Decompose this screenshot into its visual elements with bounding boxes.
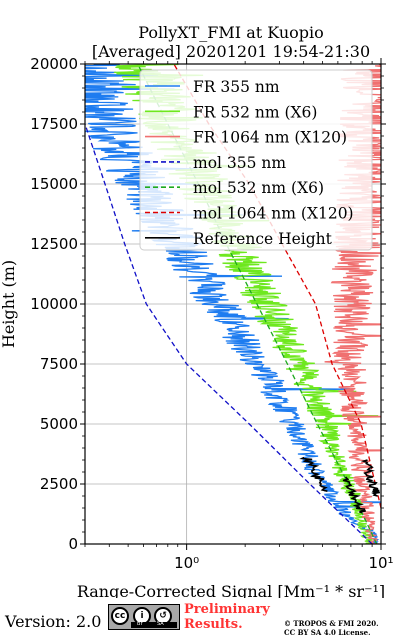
axes: 0 2500 5000 7500 10000 12500 15000 17500 20000 10… xyxy=(30,55,393,572)
legend-label: Reference Height xyxy=(193,230,333,248)
legend-label: FR 532 nm (X6) xyxy=(193,103,317,121)
y-tick-label: 10000 xyxy=(30,295,78,313)
x-axis-label: Range-Corrected Signal [Mm⁻¹ * sr⁻¹] xyxy=(77,582,385,598)
reference-segment xyxy=(299,456,328,492)
cc-by-text: BY xyxy=(137,621,144,627)
y-tick-label: 12500 xyxy=(30,235,78,253)
y-tick-label: 7500 xyxy=(40,355,78,373)
preliminary-notice: Preliminary Results. xyxy=(184,602,270,632)
cc-license-badge[interactable]: cc i ↺ BY SA xyxy=(108,604,180,630)
lidar-signal-chart: PollyXT_FMI at Kuopio [Averaged] 2020120… xyxy=(0,23,394,598)
y-tick-label: 15000 xyxy=(30,175,78,193)
cc-sa-text: SA xyxy=(157,621,164,627)
series-line xyxy=(324,64,381,544)
legend-label: FR 355 nm xyxy=(193,78,280,96)
credit-line-2: CC BY SA 4.0 License. xyxy=(284,628,371,637)
legend-box xyxy=(139,69,373,251)
cc-icon: cc xyxy=(111,607,129,625)
preliminary-line-1: Preliminary xyxy=(184,602,270,617)
y-axis-label: Height (m) xyxy=(0,260,18,348)
series-fr-355-nm xyxy=(85,64,381,544)
series-reference-height xyxy=(299,456,380,514)
copyright-credits: © TROPOS & FMI 2020. CC BY SA 4.0 Licens… xyxy=(284,619,379,637)
legend-label: FR 1064 nm (X120) xyxy=(193,129,347,147)
y-tick-label: 5000 xyxy=(40,415,78,433)
x-tick-label: 10⁰ xyxy=(174,554,199,572)
series-fr-1064-nm-x120 xyxy=(324,64,381,544)
reference-segment xyxy=(360,459,380,497)
version-label: Version: 2.0 xyxy=(5,612,102,631)
reference-segment xyxy=(342,476,366,514)
x-tick-label: 10¹ xyxy=(368,554,393,572)
legend-label: mol 355 nm xyxy=(193,154,286,172)
y-tick-label: 2500 xyxy=(40,475,78,493)
series-mol-355-nm xyxy=(85,123,373,544)
preliminary-line-2: Results. xyxy=(184,617,243,632)
y-tick-label: 20000 xyxy=(30,55,78,73)
y-tick-label: 17500 xyxy=(30,115,78,133)
series-mol-532-nm-x6 xyxy=(137,64,378,544)
y-tick-label: 0 xyxy=(68,535,78,553)
series-line xyxy=(85,64,381,544)
legend: FR 355 nm FR 532 nm (X6) FR 1064 nm (X120)… xyxy=(139,69,373,251)
legend-label: mol 1064 nm (X120) xyxy=(193,205,354,223)
credit-line-1: © TROPOS & FMI 2020. xyxy=(284,619,379,628)
series-line xyxy=(137,64,378,544)
chart-subtitle: [Averaged] 20201201 19:54-21:30 xyxy=(92,42,370,61)
series-line xyxy=(85,123,373,544)
legend-label: mol 532 nm (X6) xyxy=(193,179,324,197)
footer: Version: 2.0 cc i ↺ BY SA Preliminary Re… xyxy=(0,598,400,640)
license-strip xyxy=(131,622,177,628)
chart-title: PollyXT_FMI at Kuopio xyxy=(138,23,324,42)
